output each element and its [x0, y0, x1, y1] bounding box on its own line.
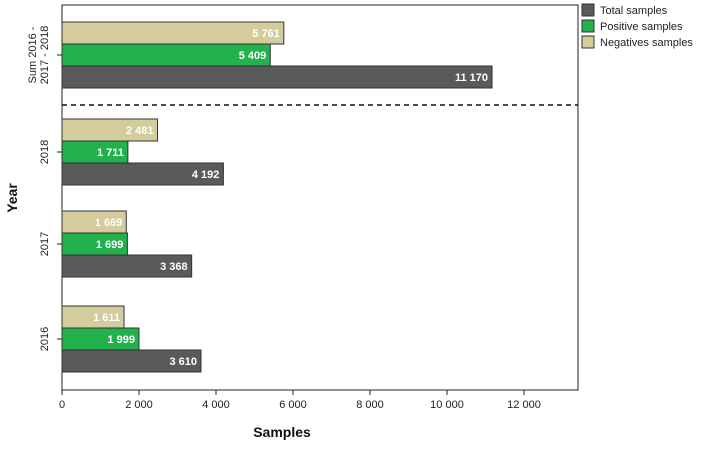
category-label: 2018: [39, 140, 51, 164]
legend-label: Total samples: [600, 5, 668, 17]
category-label: 2016: [39, 327, 51, 351]
x-axis: 0 2 000 4 000 6 000 8 000 10 000 12 000: [59, 390, 541, 411]
y-axis-title: Year: [4, 183, 20, 213]
x-tick-label: 8 000: [356, 399, 384, 411]
legend-swatch: [581, 35, 595, 49]
data-label: 5 761: [252, 28, 280, 40]
legend-swatch: [581, 19, 595, 33]
bar-total-samples-3: [61, 349, 202, 373]
plot-frame: [61, 4, 579, 391]
x-axis-title: Samples: [253, 424, 311, 440]
legend-swatch: [581, 3, 595, 17]
data-label: 1 611: [93, 312, 120, 324]
bar-total-samples-0: [61, 65, 493, 89]
legend: Total samples Positive samples Negatives s…: [581, 3, 693, 49]
data-label: 1 711: [97, 147, 124, 159]
bar-negatives-samples-0: [61, 21, 285, 45]
x-tick-label: 6 000: [279, 399, 307, 411]
bar-total-samples-2: [61, 254, 193, 278]
bar-total-samples-1: [61, 162, 224, 186]
x-tick-label: 2 000: [125, 399, 153, 411]
data-label: 3 610: [169, 356, 197, 368]
x-tick-label: 10 000: [430, 399, 464, 411]
x-tick-label: 0: [59, 399, 65, 411]
category-label: 2017: [39, 232, 51, 256]
data-label: 11 170: [455, 72, 488, 84]
data-label: 4 192: [192, 169, 220, 181]
data-label: 2 481: [126, 125, 154, 137]
x-tick-label: 12 000: [507, 399, 541, 411]
data-label: 3 368: [160, 261, 188, 273]
data-label: 1 669: [95, 217, 123, 229]
x-tick-label: 4 000: [202, 399, 230, 411]
y-axis: Sum 2016 -2017 - 2018 2018 2017 2016: [27, 26, 62, 351]
data-label: 5 409: [239, 50, 267, 62]
category-label: Sum 2016 -2017 - 2018: [27, 26, 51, 85]
data-label: 1 699: [96, 239, 124, 251]
legend-label: Negatives samples: [600, 37, 693, 49]
data-label: 1 999: [107, 334, 135, 346]
legend-label: Positive samples: [600, 21, 683, 33]
